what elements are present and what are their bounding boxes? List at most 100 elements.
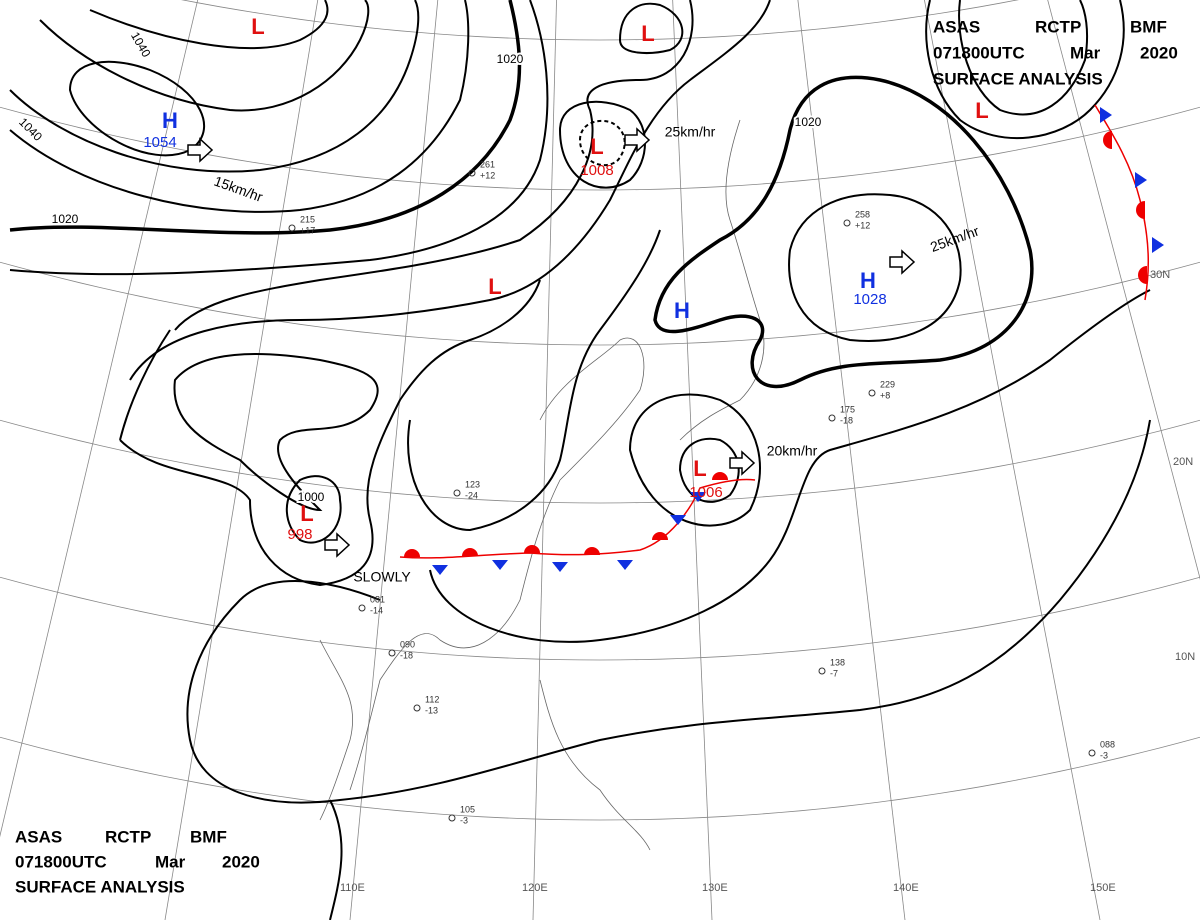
isobar [173,353,379,512]
latitude-label: 20N [1173,456,1193,468]
longitude-label: 150E [1090,882,1116,894]
station-tendency: -18 [400,650,413,660]
station-pressure: 261 [480,159,495,169]
station-pressure: 175 [840,404,855,414]
station-pressure: 123 [465,479,480,489]
header-text: RCTP [105,827,151,846]
isobar [329,799,343,920]
isobar [653,75,1034,389]
center-pressure: 1054 [143,134,176,151]
motion-arrow [889,249,916,275]
station-marker [1088,749,1096,757]
station-tendency: +17 [300,225,315,235]
front-symbols [404,107,1164,575]
station-marker [453,489,461,497]
station-pressure: 081 [370,594,385,604]
station-pressure: 088 [1100,739,1115,749]
latitude-line [181,0,1019,41]
header-text: SURFACE ANALYSIS [933,69,1103,88]
center-symbol: L [590,134,603,159]
station-tendency: +12 [480,170,495,180]
header-text: ASAS [933,17,980,36]
stationary-front [399,478,756,559]
station-marker [828,414,836,422]
warm-symbol [1103,131,1112,149]
center-pressure: 1028 [853,291,886,308]
motion-label: 25km/hr [665,124,716,140]
header-text: BMF [1130,17,1167,36]
center-pressure: 1008 [580,162,613,179]
station-marker [413,704,421,712]
station-pressure: 090 [400,639,415,649]
isobar [788,193,962,342]
coast [539,679,651,851]
longitude-line [0,0,199,838]
isobar [174,0,694,331]
cold-symbol [1100,107,1112,123]
center-symbol: H [162,108,178,133]
station-pressure: 105 [460,804,475,814]
coast [679,119,765,441]
longitude-label: 130E [702,882,728,894]
isobar [119,279,541,587]
motion-arrow [624,127,651,153]
header-text: 071800UTC [15,852,107,871]
station-pressure: 112 [425,694,439,704]
station-tendency: -3 [460,815,468,825]
motion-label: 20km/hr [767,443,818,459]
center-symbol: L [488,274,501,299]
longitude-line [532,0,557,920]
header-text: ASAS [15,827,62,846]
isobar [186,419,1151,804]
center-symbol: L [251,14,264,39]
center-symbol: H [674,298,690,323]
station-tendency: -14 [370,605,383,615]
isobar [558,100,646,189]
header-text: Mar [155,852,186,871]
station-pressure: 229 [880,379,895,389]
longitude-line [924,0,1101,920]
station-tendency: -13 [425,705,438,715]
center-symbol: H [860,268,876,293]
cold-symbol [1152,237,1164,253]
fronts [399,104,1164,575]
header-bottom: ASAS RCTP BMF 071800UTC Mar 2020 SURFACE… [15,827,260,896]
longitude-line [349,0,439,920]
isobar [89,0,329,50]
cold-symbol [690,492,706,502]
warm-symbol [652,532,668,540]
cold-symbol [432,565,448,575]
station-pressure: 215 [300,214,315,224]
warm-symbol [584,547,600,555]
isobar [285,475,342,544]
center-symbol: L [693,456,706,481]
warm-symbol [462,548,478,556]
cold-symbol [552,562,568,572]
latitude-line [0,736,1200,821]
header-top: ASAS RCTP BMF 071800UTC Mar 2020 SURFACE… [933,17,1178,88]
front-line [1094,104,1149,301]
center-pressure: 1006 [689,484,722,501]
center-symbol: L [975,98,988,123]
center-symbol: L [641,21,654,46]
header-text: 071800UTC [933,43,1025,62]
isobar-label: 1000 [298,490,325,504]
isobar [429,289,1151,643]
isobars [9,0,1151,920]
latitude-line [0,419,1200,504]
station-marker [868,389,876,397]
header-text: SURFACE ANALYSIS [15,877,185,896]
longitude-label: 140E [893,882,919,894]
station-tendency: -7 [830,668,838,678]
warm-symbol [524,545,540,553]
warm-symbol [1138,266,1147,284]
coastlines [319,119,765,851]
warm-symbol [712,472,728,480]
latitude-line [0,576,1200,661]
coast [319,639,354,821]
latitude-label: 30N [1150,269,1170,281]
cold-symbol [670,515,686,525]
station-tendency: -3 [1100,750,1108,760]
station-tendency: -18 [840,415,853,425]
